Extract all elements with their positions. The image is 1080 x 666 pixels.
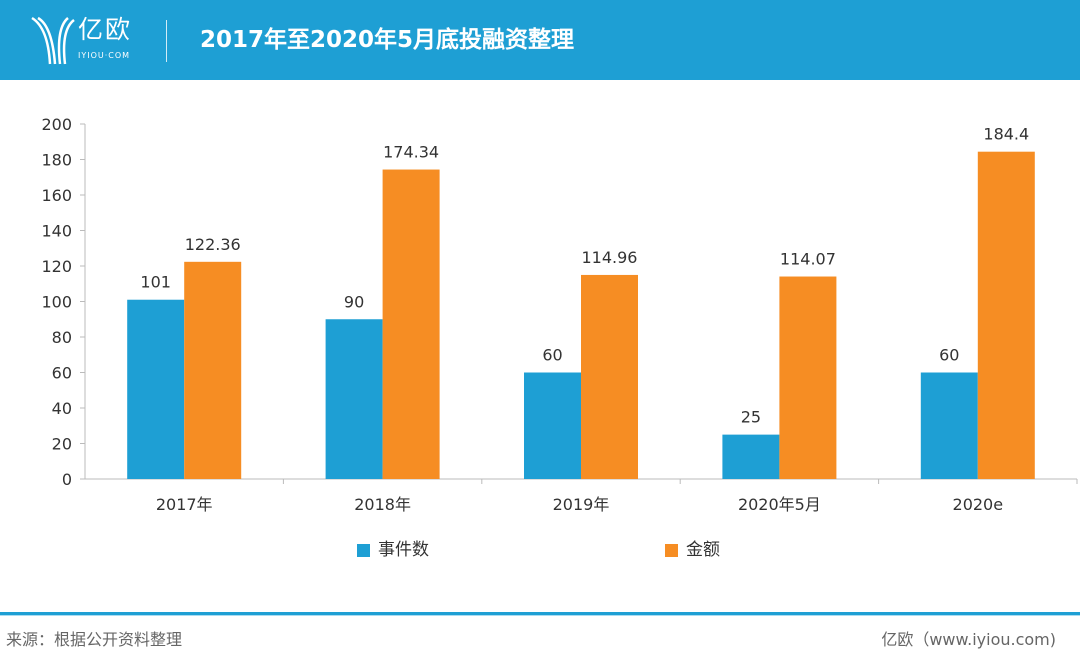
header-bar: 亿欧 IYIOU·COM 2017年至2020年5月底投融资整理: [0, 0, 1080, 80]
bar-events: [127, 299, 185, 479]
source-note: 来源：根据公开资料整理: [6, 630, 183, 649]
data-label: 25: [741, 408, 761, 427]
y-tick-label: 200: [41, 115, 72, 134]
y-tick-label: 20: [52, 435, 72, 454]
x-tick-label: 2017年: [156, 495, 213, 514]
logo-subtext: IYIOU·COM: [78, 51, 131, 60]
bar-amount: [382, 169, 440, 479]
y-tick-label: 60: [52, 364, 72, 383]
data-label: 184.4: [983, 125, 1029, 144]
bar-amount: [184, 261, 242, 479]
y-tick-label: 100: [41, 293, 72, 312]
data-label: 60: [939, 346, 959, 365]
x-tick-label: 2020e: [953, 495, 1004, 514]
bar-amount: [581, 274, 638, 479]
data-label: 114.96: [582, 248, 638, 267]
legend-label: 事件数: [378, 540, 429, 560]
page-title: 2017年至2020年5月底投融资整理: [200, 27, 575, 53]
bar-amount: [977, 151, 1035, 479]
site-credit: 亿欧（www.iyiou.com): [881, 630, 1056, 649]
bar-events: [325, 319, 383, 479]
data-label: 90: [344, 292, 364, 311]
y-tick-label: 140: [41, 222, 72, 241]
bar-chart: 0 20 40 60 80 100 120 140 160 180 200 2017年 101 122.3…: [41, 115, 1078, 514]
legend-item-amount: 金额: [665, 540, 720, 560]
y-tick-label: 160: [41, 186, 72, 205]
y-tick-label: 120: [41, 257, 72, 276]
y-tick-label: 80: [52, 328, 72, 347]
x-tick-label: 2019年: [553, 495, 610, 514]
data-label: 60: [542, 346, 562, 365]
bar-events: [524, 372, 581, 479]
iyiou-logo-icon: [31, 16, 75, 65]
legend-swatch-orange: [665, 543, 678, 557]
y-tick-label: 180: [41, 151, 72, 170]
data-label: 101: [140, 273, 171, 292]
x-tick-label: 2020年5月: [738, 495, 821, 514]
header-divider: [166, 20, 167, 62]
data-label: 122.36: [185, 235, 241, 254]
bar-events: [920, 372, 978, 479]
legend-swatch-blue: [357, 543, 370, 557]
data-label: 114.07: [780, 250, 836, 269]
y-tick-label: 40: [52, 399, 72, 418]
data-label: 174.34: [383, 143, 439, 162]
footer-divider: [0, 612, 1080, 615]
legend-item-events: 事件数: [357, 540, 429, 560]
legend-label: 金额: [686, 540, 720, 560]
logo-text: 亿欧: [78, 15, 133, 44]
y-tick-label: 0: [62, 470, 72, 489]
bar-events: [722, 434, 780, 479]
x-tick-label: 2018年: [354, 495, 411, 514]
bar-amount: [779, 276, 837, 479]
